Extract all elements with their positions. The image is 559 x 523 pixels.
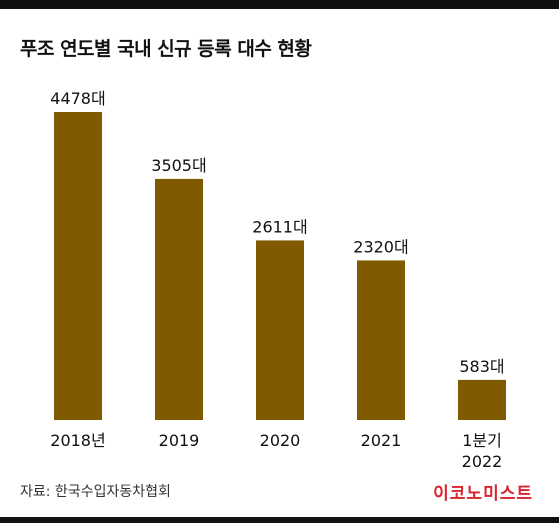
category-label-2: 2020 [260,431,301,450]
category-label-1: 2019 [159,431,200,450]
source-note: 자료: 한국수입자동차협회 [20,484,171,500]
bar-1 [155,178,203,420]
bar-0 [54,112,102,420]
category-label-4-line-0: 1분기 [462,431,502,450]
bar-4 [458,379,506,420]
bottom-band [0,517,559,523]
top-band [0,0,559,9]
value-label-1: 3505대 [151,156,206,175]
bar-3 [357,260,405,420]
category-label-0: 2018년 [50,431,105,450]
value-label-2: 2611대 [252,217,307,236]
category-label-3: 2021 [361,431,402,450]
brand-logo: 이코노미스트 [433,484,533,504]
value-label-0: 4478대 [50,89,105,108]
value-label-3: 2320대 [353,237,408,256]
category-label-4-line-1: 2022 [462,452,503,471]
chart-title: 푸조 연도별 국내 신규 등록 대수 현황 [20,38,312,60]
bar-2 [256,240,304,420]
value-label-4: 583대 [459,357,504,376]
